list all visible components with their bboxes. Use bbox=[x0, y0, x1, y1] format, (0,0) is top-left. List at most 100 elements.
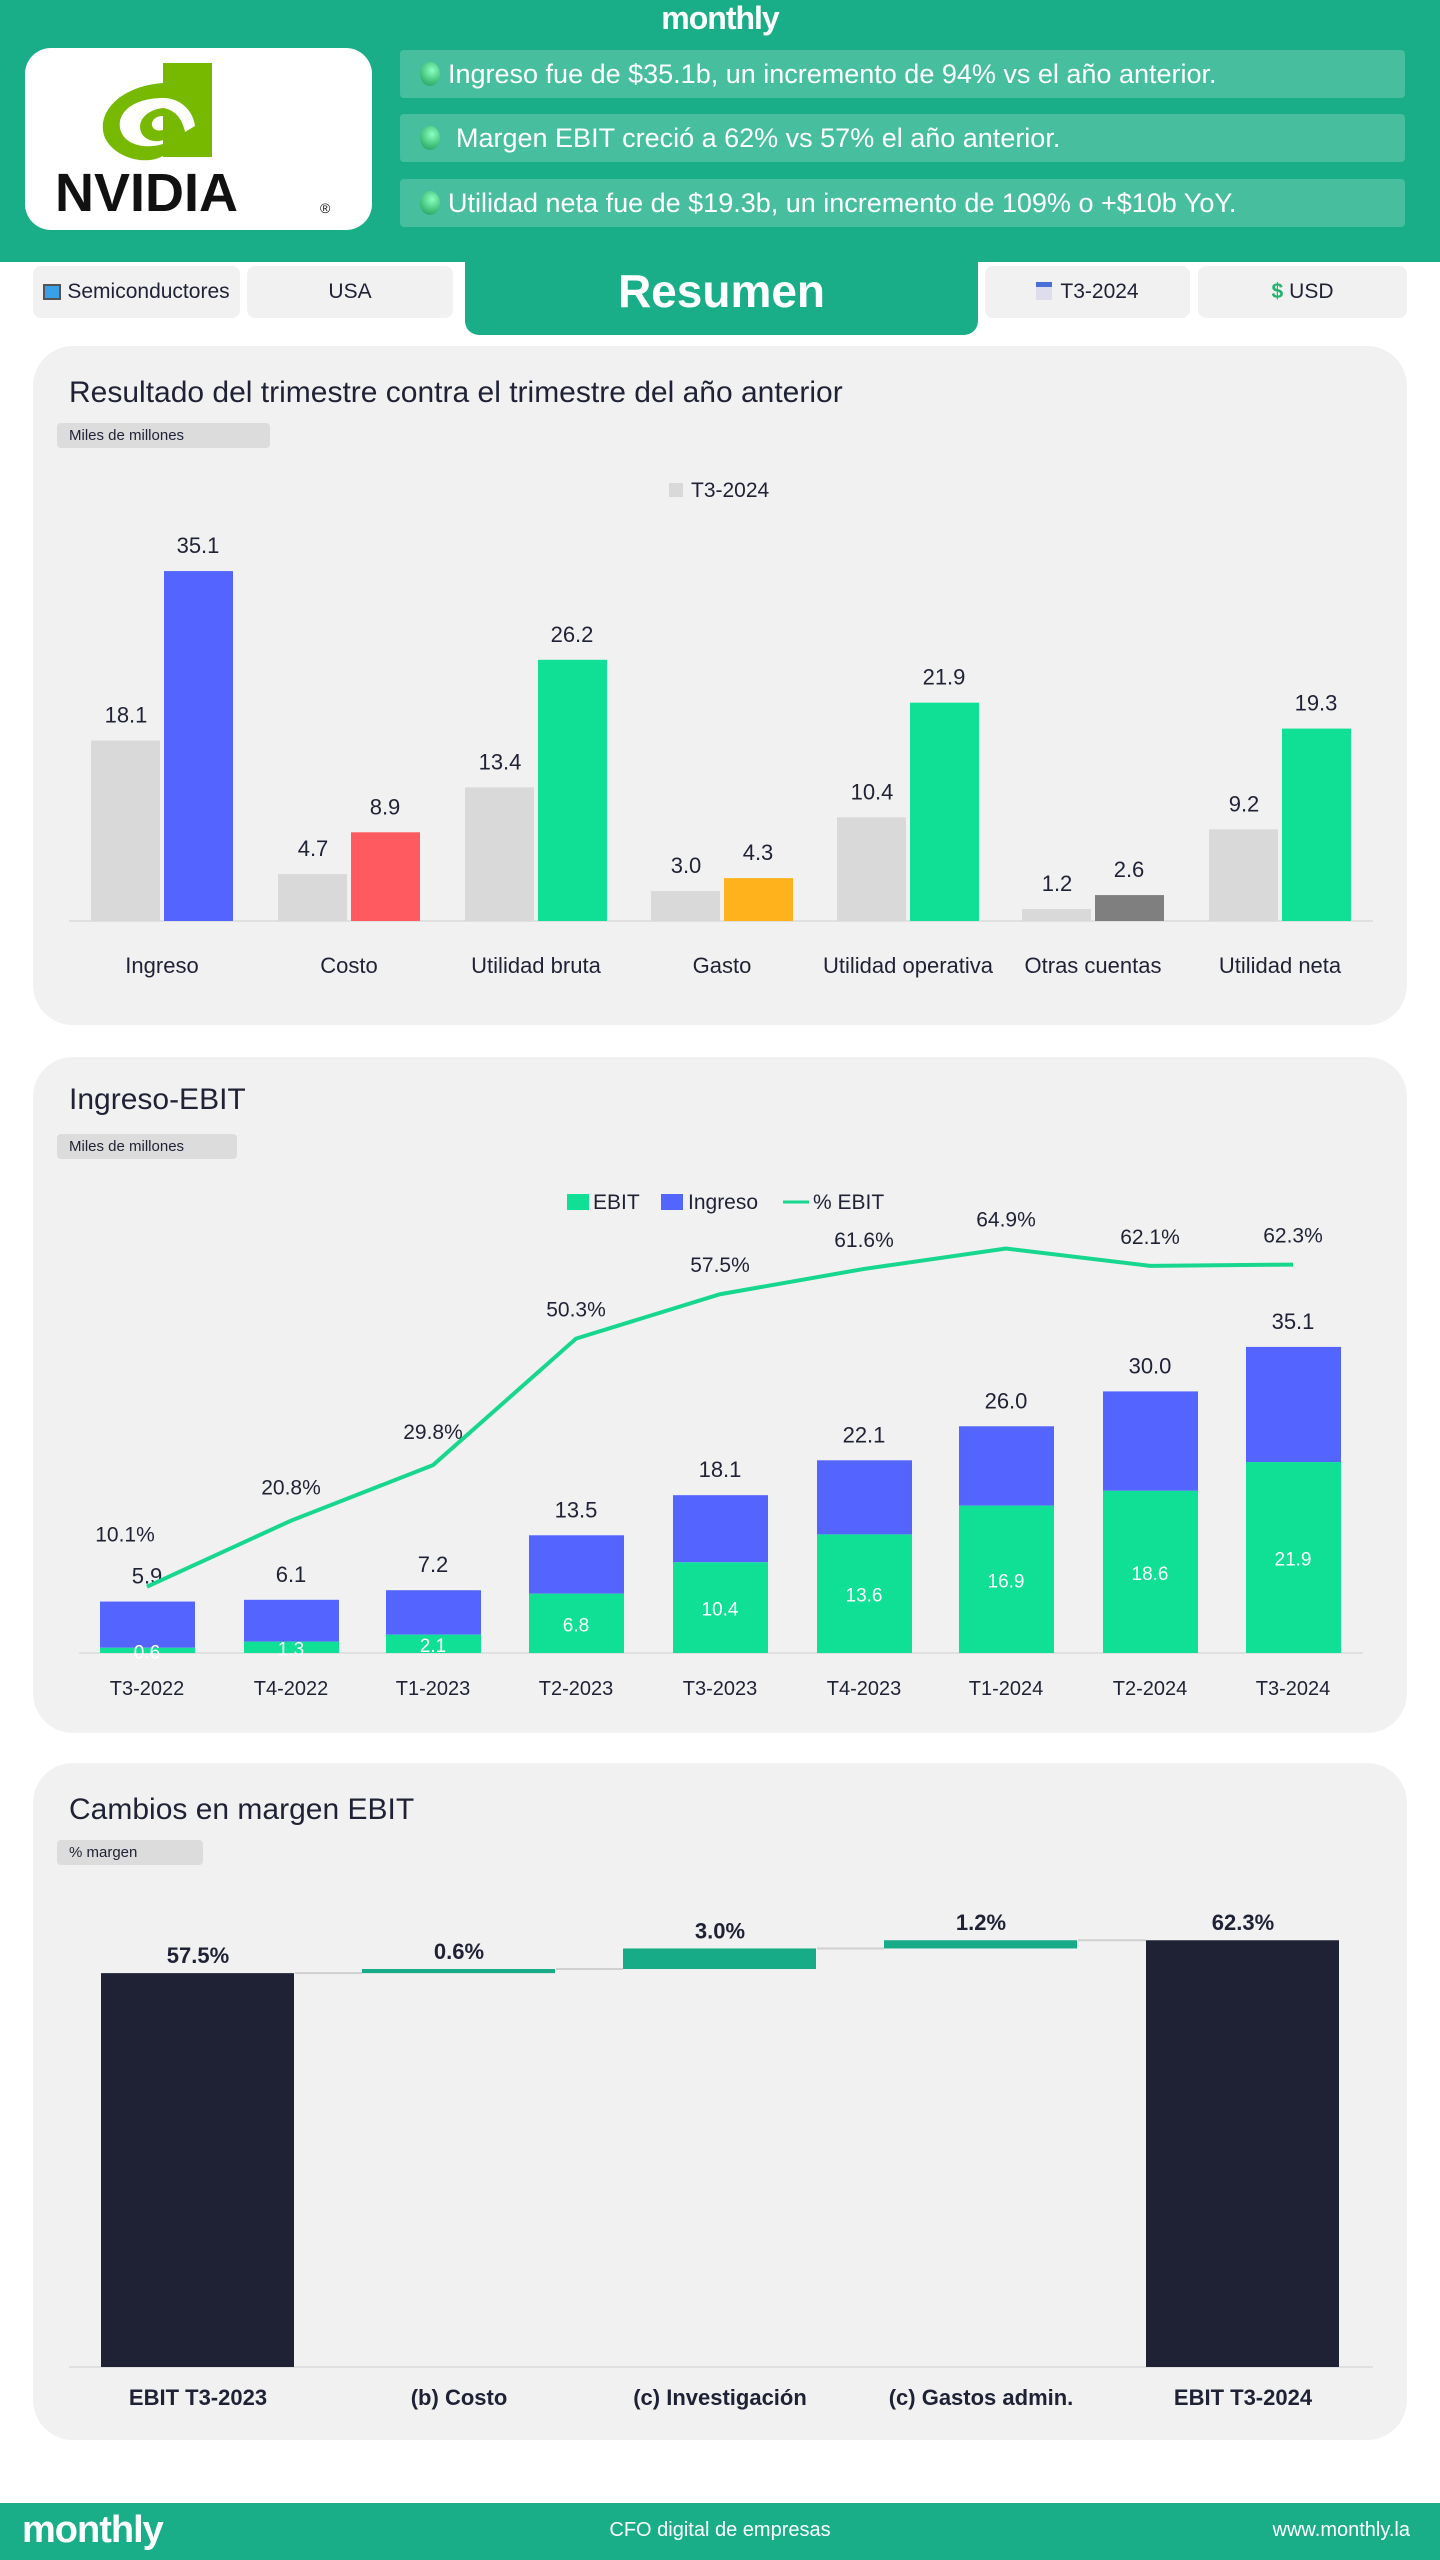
bar-ebit bbox=[1103, 1490, 1198, 1653]
bar-ebit bbox=[386, 1634, 481, 1653]
ingreso-label: 35.1 bbox=[1272, 1309, 1315, 1334]
ebit-label: 16.9 bbox=[988, 1571, 1025, 1592]
x-tick-label: T4-2022 bbox=[254, 1678, 329, 1700]
bar-prev-year bbox=[91, 740, 160, 921]
waterfall-bar bbox=[623, 1948, 816, 1970]
page-title: Resumen bbox=[465, 258, 978, 335]
calendar-icon bbox=[1036, 282, 1053, 300]
bar-prev-year bbox=[465, 787, 534, 921]
quarter-results-card: Resultado del trimestre contra el trimes… bbox=[33, 346, 1407, 1025]
company-logo: NVIDIA ® bbox=[25, 48, 372, 230]
nvidia-logo-icon: NVIDIA ® bbox=[55, 63, 331, 223]
bar-current bbox=[538, 659, 607, 921]
legend-swatch-ebit bbox=[567, 1194, 589, 1210]
highlight-net-income: Utilidad neta fue de $19.3b, un incremen… bbox=[400, 179, 1405, 227]
legend-label: EBIT bbox=[593, 1191, 640, 1214]
x-tick-label: T2-2023 bbox=[539, 1678, 614, 1700]
bullet-icon bbox=[420, 62, 440, 86]
bar-ingreso bbox=[817, 1460, 912, 1535]
bar-ingreso bbox=[1246, 1346, 1341, 1463]
highlight-text: Utilidad neta fue de $19.3b, un incremen… bbox=[448, 188, 1237, 218]
bar-ebit bbox=[529, 1593, 624, 1653]
legend-label: % EBIT bbox=[813, 1191, 884, 1214]
pct-label: 62.1% bbox=[1120, 1226, 1180, 1249]
x-tick-label: EBIT T3-2024 bbox=[1174, 2385, 1313, 2410]
legend-swatch-ingreso bbox=[661, 1194, 683, 1210]
bar-prev-year bbox=[1209, 829, 1278, 921]
data-label: 3.0 bbox=[671, 853, 702, 878]
footer-tagline: CFO digital de empresas bbox=[609, 2519, 831, 2541]
ingreso-label: 26.0 bbox=[985, 1388, 1028, 1413]
x-tick-label: Costo bbox=[320, 953, 377, 978]
data-label: 0.6% bbox=[434, 1939, 484, 1964]
data-label: 1.2% bbox=[956, 1910, 1006, 1935]
data-label: 19.3 bbox=[1295, 691, 1338, 716]
unit-tag: Miles de millones bbox=[57, 1134, 237, 1159]
revenue-ebit-card: Ingreso-EBIT Miles de millones EBIT Ingre… bbox=[33, 1057, 1407, 1733]
chart-title: Resultado del trimestre contra el trimes… bbox=[69, 376, 843, 409]
computer-icon bbox=[43, 284, 62, 300]
bar-ebit bbox=[673, 1562, 768, 1653]
bar-ingreso bbox=[100, 1601, 195, 1648]
footer: monthly CFO digital de empresas www.mont… bbox=[0, 2503, 1440, 2560]
footer-logo: monthly bbox=[22, 2509, 164, 2551]
country-filter[interactable]: USA bbox=[247, 266, 453, 318]
legend-swatch bbox=[669, 483, 683, 497]
x-tick-label: (b) Costo bbox=[411, 2385, 508, 2410]
data-label: 4.3 bbox=[743, 840, 774, 865]
x-tick-label: T1-2024 bbox=[969, 1678, 1044, 1700]
waterfall-bar bbox=[884, 1940, 1077, 1949]
bar-ebit bbox=[1246, 1462, 1341, 1653]
bar-ebit bbox=[100, 1647, 195, 1653]
bar-prev-year bbox=[1022, 909, 1091, 921]
footer-url[interactable]: www.monthly.la bbox=[1272, 2519, 1410, 2541]
bar-ebit bbox=[817, 1534, 912, 1653]
bar-ingreso bbox=[386, 1590, 481, 1635]
currency-filter[interactable]: $ USD bbox=[1198, 266, 1407, 318]
x-tick-label: Otras cuentas bbox=[1025, 953, 1162, 978]
highlight-text: Ingreso fue de $35.1b, un incremento de … bbox=[448, 59, 1217, 89]
period-label: T3-2024 bbox=[1060, 280, 1139, 303]
x-tick-label: T3-2022 bbox=[110, 1678, 185, 1700]
bar-prev-year bbox=[837, 817, 906, 921]
sector-filter[interactable]: Semiconductores bbox=[33, 266, 240, 318]
highlight-text: Margen EBIT creció a 62% vs 57% el año a… bbox=[456, 123, 1061, 153]
pct-ebit-line bbox=[146, 1246, 1294, 1589]
chart-title: Cambios en margen EBIT bbox=[69, 1793, 415, 1826]
x-tick-label: T3-2023 bbox=[683, 1678, 758, 1700]
brand-logo: monthly bbox=[661, 0, 779, 36]
bullet-icon bbox=[420, 191, 440, 215]
chart-title: Ingreso-EBIT bbox=[69, 1083, 246, 1116]
unit-tag: % margen bbox=[57, 1840, 203, 1865]
logo-text: NVIDIA bbox=[55, 163, 238, 223]
bar-ebit bbox=[959, 1505, 1054, 1653]
data-label: 4.7 bbox=[298, 836, 329, 861]
period-filter[interactable]: T3-2024 bbox=[985, 266, 1190, 318]
country-label: USA bbox=[328, 280, 372, 303]
highlight-revenue: Ingreso fue de $35.1b, un incremento de … bbox=[400, 50, 1405, 98]
ebit-label: 13.6 bbox=[846, 1586, 883, 1607]
pct-label: 57.5% bbox=[690, 1254, 750, 1277]
data-label: 8.9 bbox=[370, 794, 401, 819]
data-label: 10.4 bbox=[851, 779, 894, 804]
x-tick-label: Utilidad operativa bbox=[823, 953, 994, 978]
ebit-label: 18.6 bbox=[1132, 1564, 1169, 1585]
svg-text:®: ® bbox=[320, 200, 331, 216]
x-tick-label: Ingreso bbox=[125, 953, 198, 978]
x-tick-label: T2-2024 bbox=[1113, 1678, 1188, 1700]
ebit-label: 10.4 bbox=[702, 1600, 739, 1621]
data-label: 13.4 bbox=[479, 749, 522, 774]
data-label: 35.1 bbox=[177, 533, 220, 558]
bar-ingreso bbox=[529, 1535, 624, 1594]
ebit-label: 1.3 bbox=[278, 1639, 304, 1660]
ingreso-label: 5.9 bbox=[132, 1564, 163, 1589]
x-tick-label: Utilidad neta bbox=[1219, 953, 1342, 978]
ebit-label: 0.6 bbox=[134, 1642, 160, 1663]
bar-prev-year bbox=[651, 891, 720, 921]
waterfall-bar bbox=[1146, 1940, 1339, 2367]
bar-current bbox=[351, 832, 420, 921]
ebit-label: 6.8 bbox=[563, 1615, 589, 1636]
bar-ebit bbox=[244, 1641, 339, 1653]
x-tick-label: (c) Gastos admin. bbox=[889, 2385, 1074, 2410]
data-label: 18.1 bbox=[105, 703, 148, 728]
